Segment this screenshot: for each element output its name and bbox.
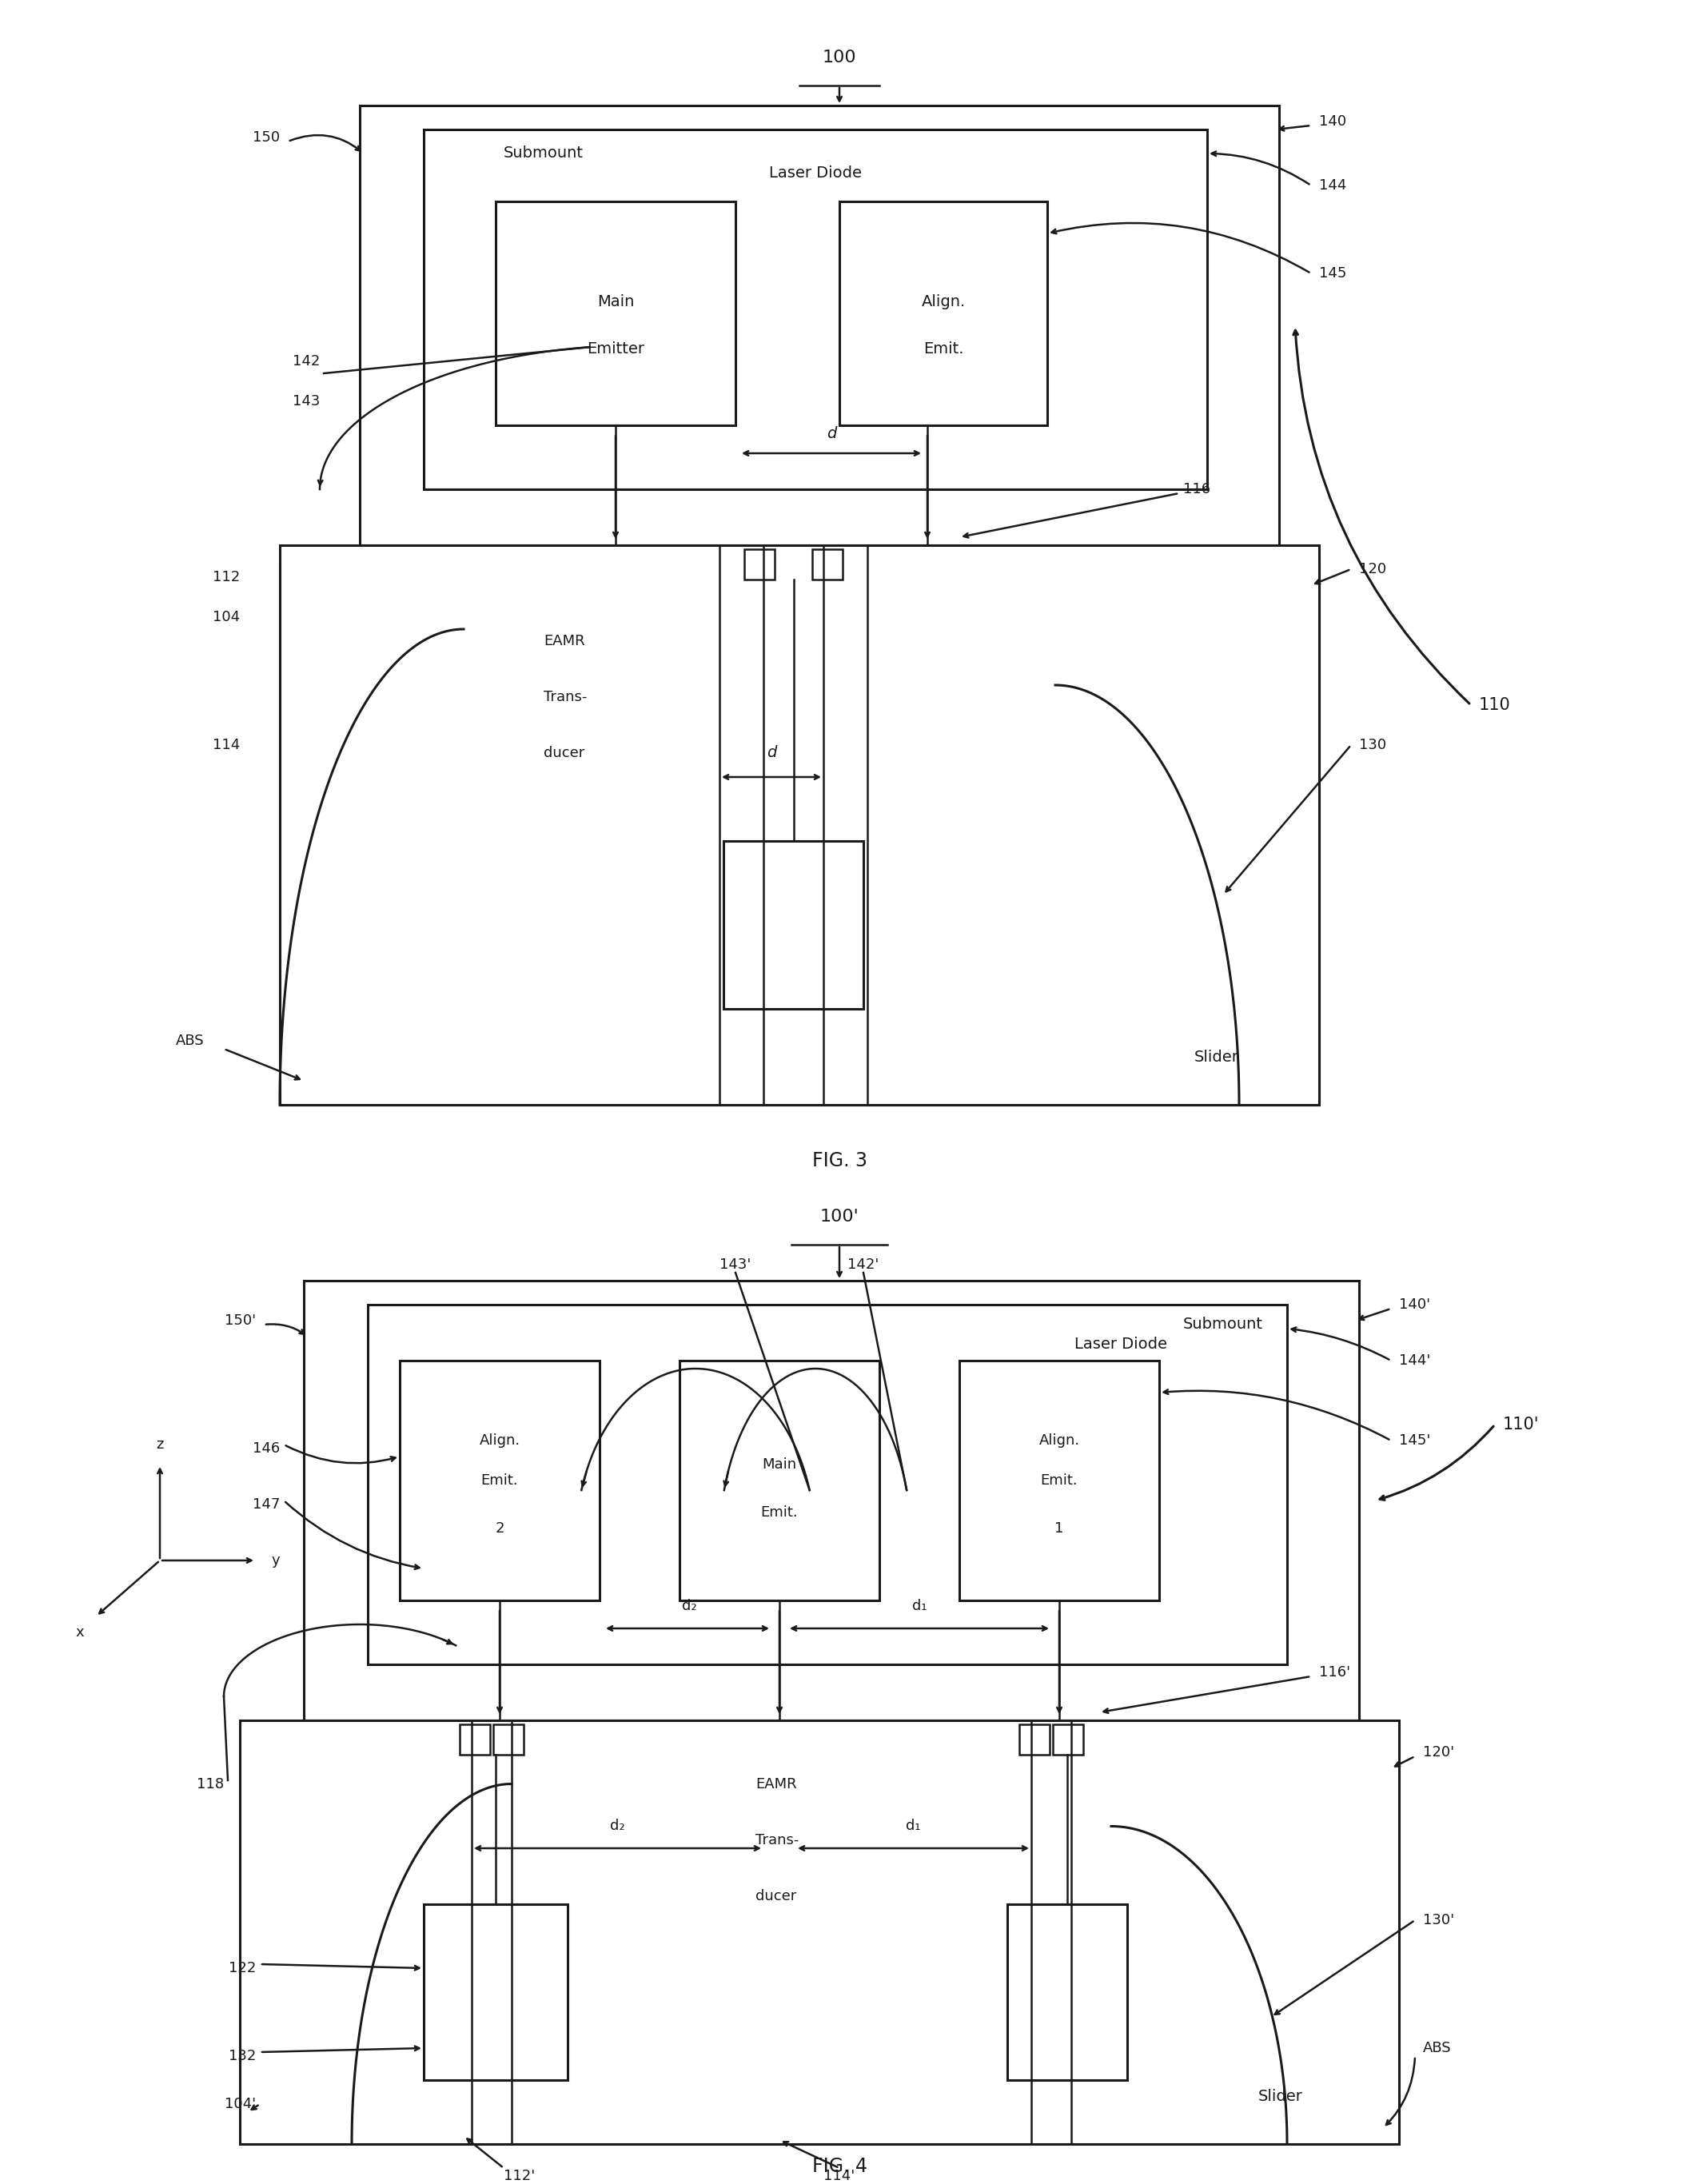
Text: ducer: ducer — [543, 747, 585, 760]
Text: 150': 150' — [224, 1313, 256, 1328]
Bar — [839, 201, 1048, 426]
Text: d: d — [767, 745, 777, 760]
Text: Trans-: Trans- — [755, 1832, 799, 1848]
Text: 120: 120 — [1359, 561, 1386, 577]
Text: 143: 143 — [293, 393, 320, 408]
Text: 145: 145 — [1319, 266, 1347, 280]
Bar — [493, 1725, 523, 1754]
Text: 140: 140 — [1319, 114, 1346, 129]
Text: 112': 112' — [505, 2169, 535, 2184]
Bar — [279, 561, 1319, 1105]
Bar — [743, 548, 775, 579]
Text: Emit.: Emit. — [1041, 1474, 1078, 1487]
Text: Emitter: Emitter — [587, 341, 644, 356]
Text: d₁: d₁ — [907, 1819, 920, 1832]
Text: 100': 100' — [819, 1208, 860, 1225]
Text: 144': 144' — [1399, 1354, 1430, 1367]
Text: d₁: d₁ — [912, 1599, 927, 1614]
Bar — [368, 1304, 1287, 1664]
Text: Laser Diode: Laser Diode — [1075, 1337, 1167, 1352]
Text: 150: 150 — [252, 131, 279, 144]
Text: ABS: ABS — [177, 1033, 204, 1048]
Text: Main: Main — [762, 1457, 797, 1472]
Text: Laser Diode: Laser Diode — [769, 166, 861, 181]
Text: 144: 144 — [1319, 179, 1347, 192]
Bar — [360, 105, 1278, 546]
Text: 110': 110' — [1504, 1417, 1539, 1433]
Text: 114: 114 — [212, 738, 241, 751]
Text: 130: 130 — [1359, 738, 1386, 751]
Bar — [496, 201, 735, 426]
Bar — [1053, 1725, 1083, 1754]
Text: 142': 142' — [848, 1258, 880, 1271]
Text: 132: 132 — [229, 2049, 256, 2064]
Text: ABS: ABS — [1423, 2040, 1452, 2055]
Text: 2: 2 — [495, 1522, 505, 1535]
Text: EAMR: EAMR — [755, 1778, 797, 1791]
Bar — [279, 546, 1319, 1105]
Bar — [812, 548, 843, 579]
Text: FIG. 3: FIG. 3 — [812, 1151, 866, 1171]
Bar — [959, 1361, 1159, 1601]
Bar — [459, 1725, 489, 1754]
Text: 146: 146 — [252, 1441, 279, 1457]
Text: 1: 1 — [1055, 1522, 1063, 1535]
Text: Submount: Submount — [503, 146, 584, 162]
Text: 143': 143' — [720, 1258, 752, 1271]
Text: z: z — [156, 1437, 163, 1452]
Text: Emit.: Emit. — [760, 1505, 797, 1520]
Bar — [400, 1361, 599, 1601]
Text: Emit.: Emit. — [923, 341, 964, 356]
Bar — [424, 129, 1208, 489]
Bar — [723, 841, 863, 1009]
Text: 116': 116' — [1319, 1664, 1351, 1679]
Text: Align.: Align. — [1039, 1433, 1080, 1448]
Text: Slider: Slider — [1194, 1051, 1240, 1066]
Text: d₂: d₂ — [683, 1599, 696, 1614]
Bar — [1019, 1725, 1050, 1754]
Text: Submount: Submount — [1182, 1317, 1263, 1332]
Text: Main: Main — [597, 295, 634, 308]
Bar — [241, 1721, 1399, 2145]
Text: FIG. 4: FIG. 4 — [812, 2158, 866, 2175]
Text: Align.: Align. — [479, 1433, 520, 1448]
Text: 112: 112 — [212, 570, 241, 585]
Text: 142: 142 — [293, 354, 320, 369]
Text: 122: 122 — [229, 1961, 256, 1974]
Bar — [424, 1904, 567, 2079]
Text: 104: 104 — [212, 609, 241, 625]
Text: 140': 140' — [1399, 1297, 1430, 1313]
Text: 120': 120' — [1423, 1745, 1455, 1760]
Bar — [304, 1280, 1359, 1721]
Text: 110: 110 — [1478, 697, 1510, 714]
Text: 116: 116 — [1182, 483, 1211, 496]
Text: 104': 104' — [224, 2097, 256, 2112]
Text: Slider: Slider — [1258, 2088, 1304, 2103]
Text: Align.: Align. — [922, 295, 965, 308]
Text: 130': 130' — [1423, 1913, 1455, 1928]
Text: d₂: d₂ — [611, 1819, 626, 1832]
Text: 145': 145' — [1399, 1433, 1430, 1448]
Text: x: x — [76, 1625, 84, 1640]
Text: EAMR: EAMR — [543, 633, 585, 649]
Text: y: y — [271, 1553, 279, 1568]
Text: 118: 118 — [197, 1778, 224, 1791]
Text: Emit.: Emit. — [481, 1474, 518, 1487]
Bar — [680, 1361, 880, 1601]
Text: d: d — [826, 426, 836, 441]
Text: ducer: ducer — [755, 1889, 797, 1904]
Text: Trans-: Trans- — [543, 690, 587, 703]
Text: 147: 147 — [252, 1498, 279, 1511]
Bar — [1008, 1904, 1127, 2079]
Text: 114': 114' — [824, 2169, 854, 2184]
Text: 100: 100 — [822, 50, 856, 66]
